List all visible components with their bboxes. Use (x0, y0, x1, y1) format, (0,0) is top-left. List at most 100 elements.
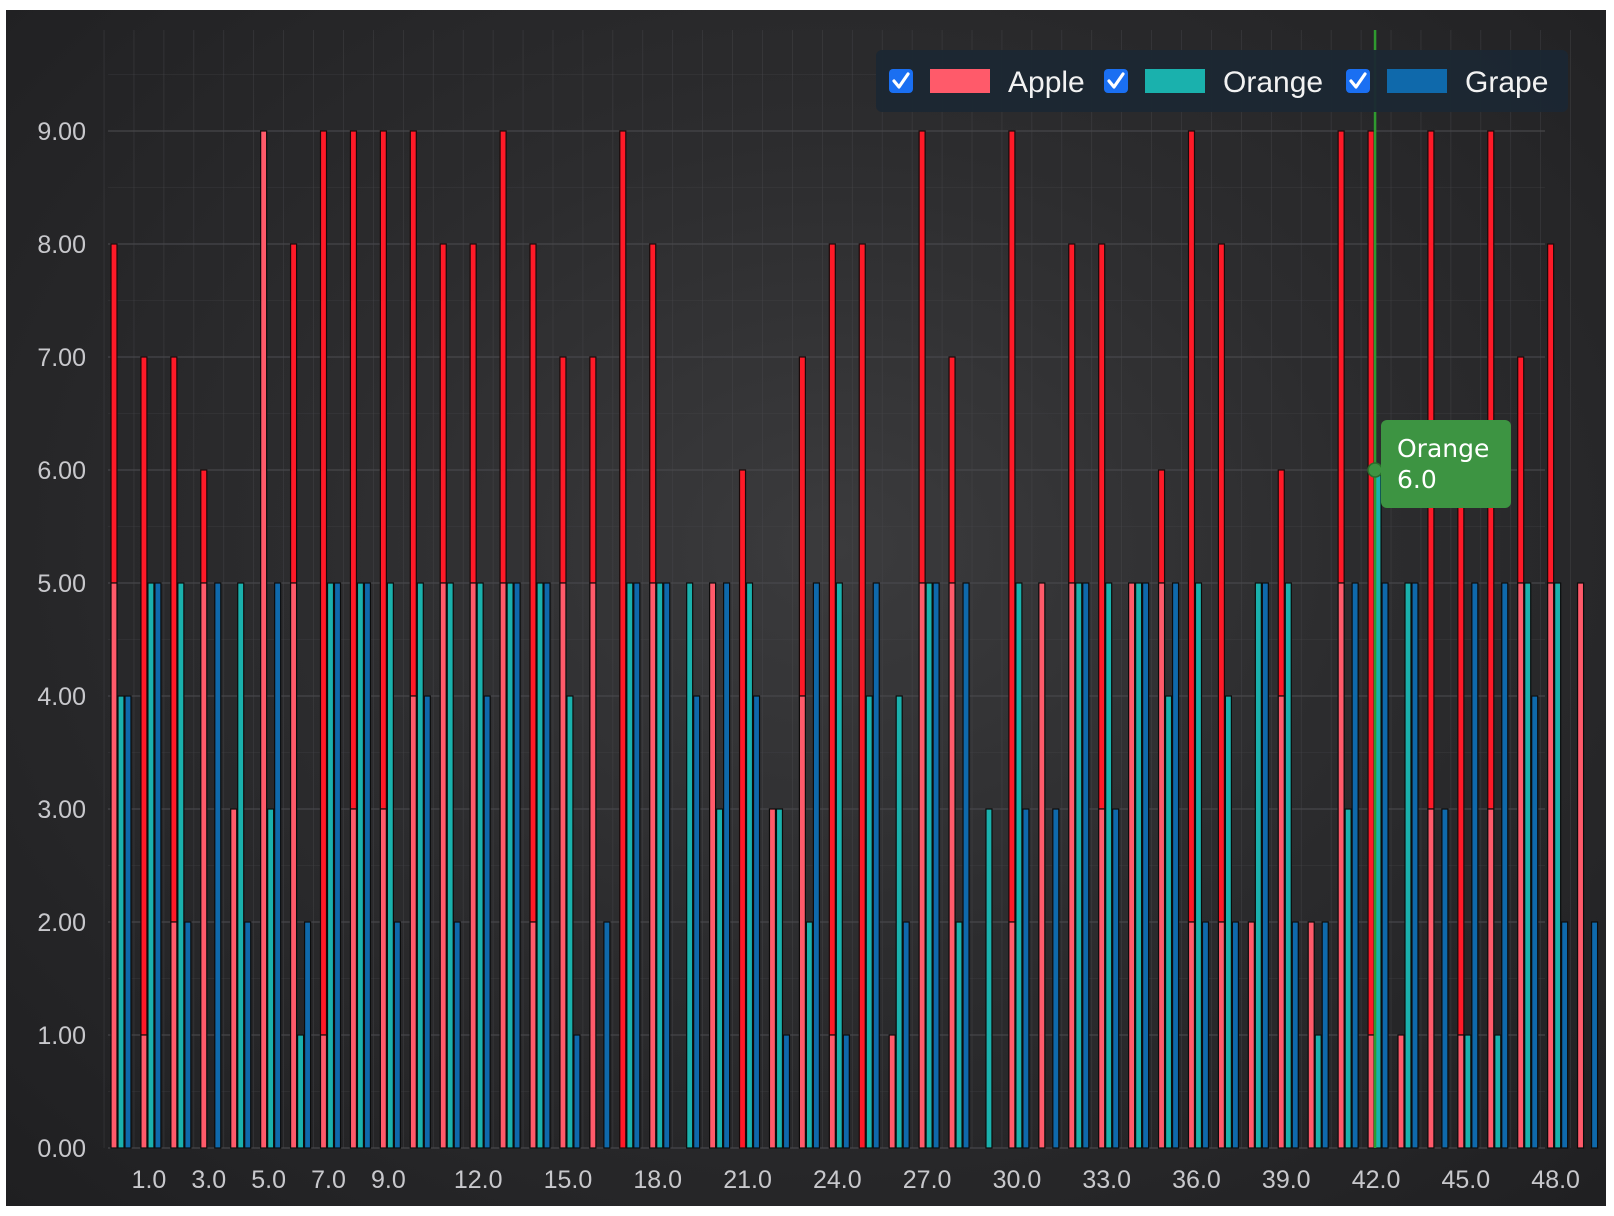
bar-apple-upper (499, 130, 507, 584)
legend-box (876, 50, 1568, 112)
legend-item-apple[interactable]: Apple (889, 66, 1085, 99)
bar-apple-upper (589, 356, 597, 584)
bar-orange (446, 582, 454, 1149)
bar-apple-upper (948, 356, 956, 584)
bar-apple (469, 582, 477, 1149)
x-tick-label: 3.0 (191, 1166, 226, 1194)
bar-grape (1112, 808, 1120, 1149)
bar-orange (1135, 582, 1143, 1149)
x-tick-label: 18.0 (633, 1166, 682, 1194)
legend-label: Orange (1223, 66, 1323, 99)
bar-apple-upper (828, 243, 836, 1036)
legend-swatch (1387, 69, 1447, 93)
bar-orange (1164, 695, 1173, 1149)
bar-apple-upper (1008, 130, 1016, 923)
bar-apple (319, 1034, 328, 1149)
bar-orange (1554, 582, 1562, 1149)
bar-grape (1291, 921, 1299, 1149)
axis-labels: 0.00 1.00 2.00 3.00 4.00 5.00 6.00 7.00 8.00 9.00… (37, 118, 1580, 1194)
x-tick-label: 30.0 (993, 1166, 1042, 1194)
bar-apple (230, 808, 238, 1149)
bar-grape (1381, 582, 1389, 1149)
x-tick-label: 7.0 (311, 1166, 346, 1194)
bar-grape (333, 582, 342, 1149)
bar-grape (1142, 582, 1150, 1149)
bar-apple (1038, 582, 1046, 1149)
bar-grape (872, 582, 880, 1149)
y-tick-label: 6.00 (37, 457, 86, 485)
bar-apple-upper (559, 356, 567, 584)
bar-apple-upper (1098, 243, 1106, 810)
bar-orange (985, 808, 993, 1149)
crosshair (1367, 30, 1383, 1148)
x-tick-label: 5.0 (251, 1166, 286, 1194)
x-tick-label: 39.0 (1262, 1166, 1311, 1194)
bar-grape (483, 695, 491, 1149)
bar-grape (573, 1034, 581, 1149)
bar-apple (828, 1034, 836, 1149)
legend-item-grape[interactable]: Grape (1346, 66, 1548, 99)
bar-orange (296, 1034, 305, 1149)
bar-apple (1217, 921, 1226, 1149)
y-tick-label: 5.00 (37, 570, 86, 598)
bar-apple-upper (1547, 243, 1555, 584)
bar-grape (1501, 582, 1509, 1149)
bar-orange (536, 582, 544, 1149)
bar-apple (439, 582, 447, 1149)
bar-grape (962, 582, 970, 1149)
bar-apple (1098, 808, 1106, 1149)
bar-apple (768, 808, 777, 1149)
x-tick-label: 27.0 (903, 1166, 952, 1194)
legend-item-orange[interactable]: Orange (1104, 66, 1323, 99)
bar-orange (1524, 582, 1532, 1149)
bar-grape (1321, 921, 1329, 1149)
bars (110, 130, 1599, 1149)
bar-orange (1105, 582, 1113, 1149)
bar-apple (200, 582, 208, 1149)
bar-grape (1052, 808, 1060, 1149)
y-tick-label: 4.00 (37, 683, 86, 711)
bar-grape (1351, 582, 1359, 1149)
bar-apple (110, 582, 118, 1149)
bar-grape (1411, 582, 1419, 1149)
x-tick-label: 21.0 (723, 1166, 772, 1194)
bar-grape (633, 582, 641, 1149)
bar-grape (214, 582, 222, 1149)
bar-orange (1015, 582, 1023, 1149)
bar-orange (1075, 582, 1083, 1149)
bar-apple-upper (289, 243, 298, 584)
bar-apple (1068, 582, 1076, 1149)
bar-orange (1254, 582, 1262, 1149)
bar-grape (124, 695, 132, 1149)
bar-apple (349, 808, 358, 1149)
bar-grape (932, 582, 940, 1149)
bar-orange (1494, 1034, 1502, 1149)
bar-apple (1277, 695, 1285, 1149)
bar-grape (303, 921, 312, 1149)
bar-apple (1367, 1034, 1375, 1149)
bar-apple (1008, 921, 1016, 1149)
bar-apple-upper (738, 469, 747, 1149)
bar-grape (663, 582, 671, 1149)
x-tick-label: 15.0 (544, 1166, 593, 1194)
bar-apple (1157, 582, 1166, 1149)
bar-apple (888, 1034, 896, 1149)
bar-apple-upper (140, 356, 148, 1036)
x-tick-label: 36.0 (1172, 1166, 1221, 1194)
bar-apple (589, 582, 597, 1149)
bar-apple (708, 582, 717, 1149)
bar-grape (244, 921, 252, 1149)
bar-apple (1247, 921, 1255, 1149)
bar-apple (1337, 582, 1345, 1149)
legend[interactable]: Apple Orange Grape (876, 50, 1568, 112)
bar-apple (559, 582, 567, 1149)
bar-grape (1201, 921, 1210, 1149)
bar-orange (1224, 695, 1233, 1149)
bar-apple-upper (1277, 469, 1285, 697)
legend-swatch (1145, 69, 1205, 93)
bar-apple (1576, 582, 1585, 1149)
bar-orange (805, 921, 813, 1149)
bar-apple (948, 582, 956, 1149)
bar-orange (865, 695, 873, 1149)
bar-apple (1487, 808, 1495, 1149)
